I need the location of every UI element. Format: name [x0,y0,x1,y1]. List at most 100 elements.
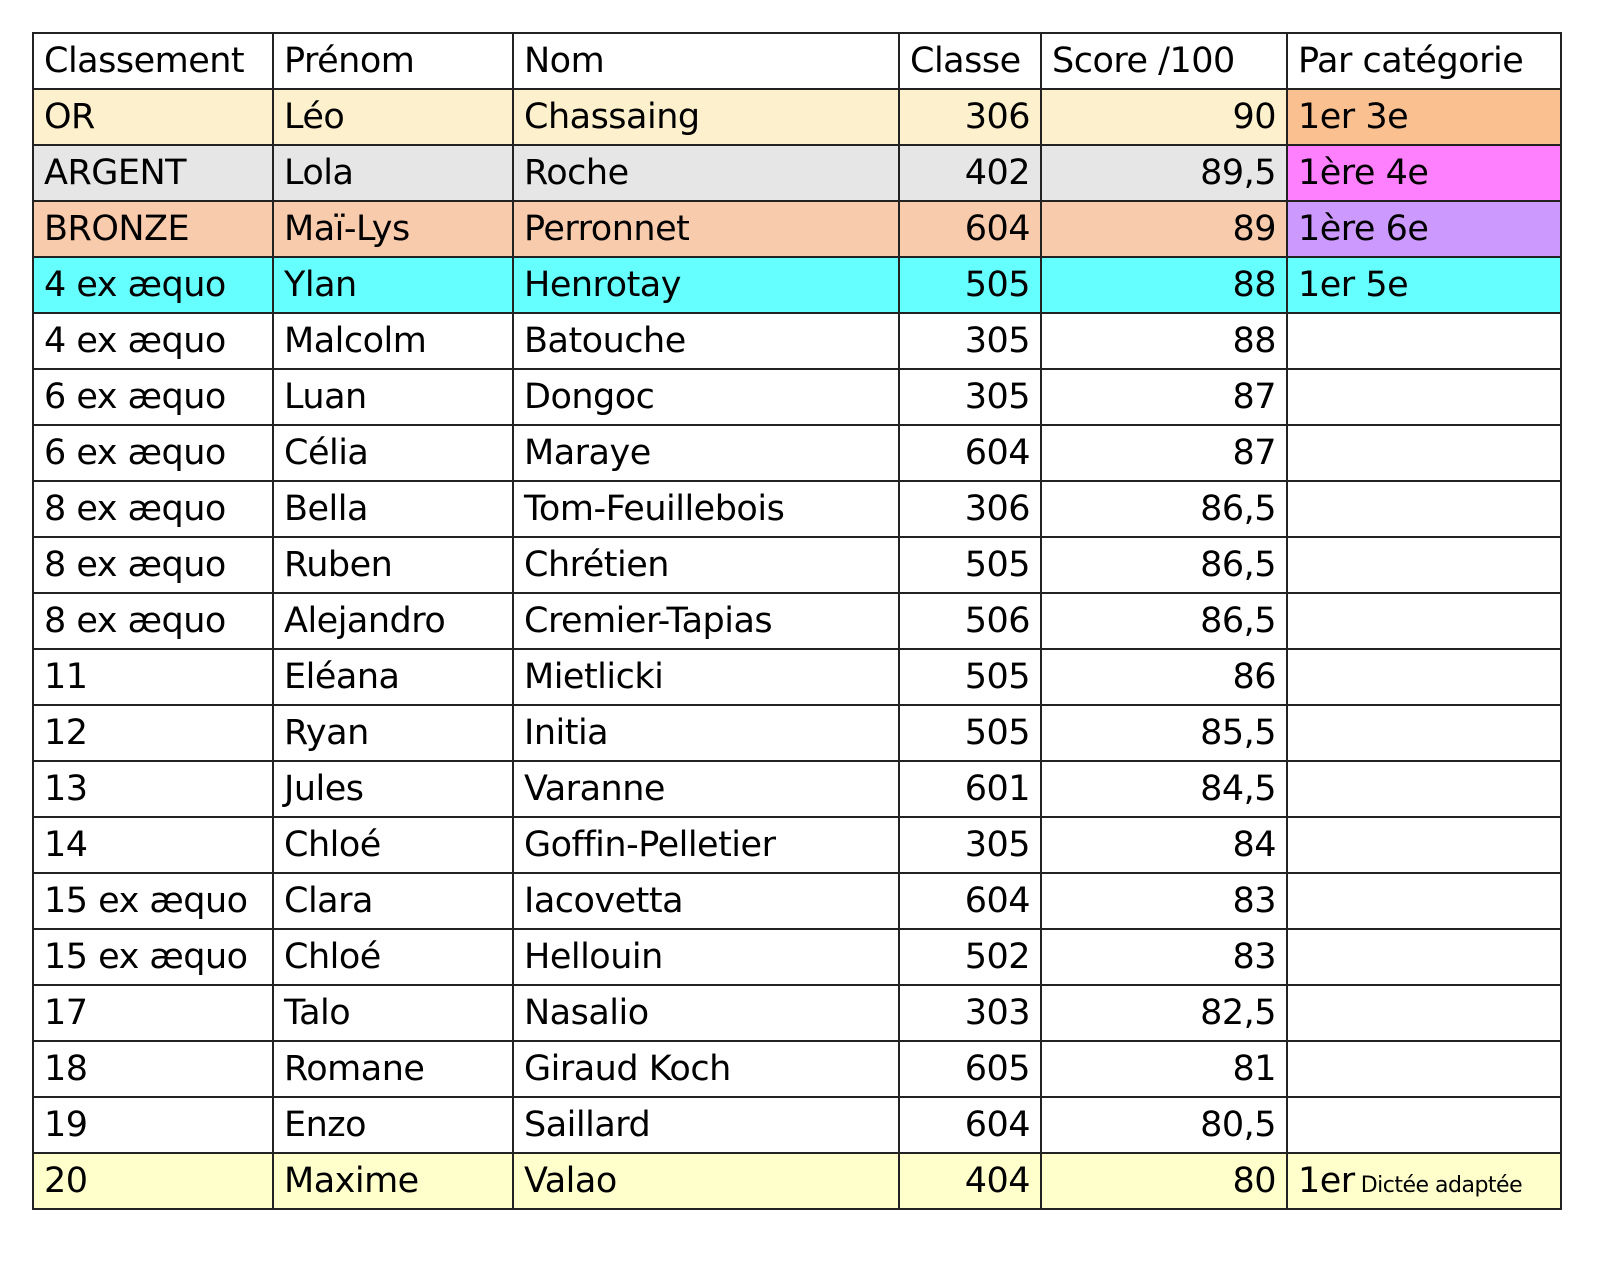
class-cell: 601 [898,760,1042,818]
last-name-cell: Saillard [512,1096,900,1154]
table-row: 19 Enzo Saillard 604 80,5 [32,1096,1562,1154]
table-row: BRONZE Maï-Lys Perronnet 604 89 1ère 6e [32,200,1562,258]
category-cell [1286,368,1562,426]
last-name-cell: Maraye [512,424,900,482]
category-label: 1ère 6e [1298,209,1429,249]
rank-cell: 6 ex æquo [32,368,274,426]
class-cell: 604 [898,872,1042,930]
class-cell: 505 [898,536,1042,594]
class-cell: 505 [898,704,1042,762]
rank-cell: 15 ex æquo [32,928,274,986]
class-cell: 402 [898,144,1042,202]
rank-cell: 14 [32,816,274,874]
score-cell: 84 [1040,816,1288,874]
rank-cell: 8 ex æquo [32,480,274,538]
first-name-cell: Maï-Lys [272,200,514,258]
category-label: 1er 5e [1298,265,1409,305]
last-name-cell: Hellouin [512,928,900,986]
category-cell [1286,536,1562,594]
class-cell: 305 [898,816,1042,874]
category-cell: 1ère 6e [1286,200,1562,258]
rank-cell: 20 [32,1152,274,1210]
table-row: 15 ex æquo Clara Iacovetta 604 83 [32,872,1562,930]
table-row: ARGENT Lola Roche 402 89,5 1ère 4e [32,144,1562,202]
category-cell [1286,760,1562,818]
table-row: 17 Talo Nasalio 303 82,5 [32,984,1562,1042]
last-name-cell: Chrétien [512,536,900,594]
rank-cell: 6 ex æquo [32,424,274,482]
class-cell: 306 [898,88,1042,146]
class-cell: 502 [898,928,1042,986]
table-row: 6 ex æquo Célia Maraye 604 87 [32,424,1562,482]
class-cell: 605 [898,1040,1042,1098]
header-row: Classement Prénom Nom Classe Score /100 … [32,32,1562,90]
last-name-cell: Dongoc [512,368,900,426]
category-cell [1286,1040,1562,1098]
class-cell: 303 [898,984,1042,1042]
category-cell [1286,592,1562,650]
rank-cell: 13 [32,760,274,818]
category-cell [1286,928,1562,986]
first-name-cell: Enzo [272,1096,514,1154]
category-cell [1286,704,1562,762]
last-name-cell: Giraud Koch [512,1040,900,1098]
table-row: 13 Jules Varanne 601 84,5 [32,760,1562,818]
table-row: 11 Eléana Mietlicki 505 86 [32,648,1562,706]
class-cell: 505 [898,256,1042,314]
table-row: OR Léo Chassaing 306 90 1er 3e [32,88,1562,146]
last-name-cell: Valao [512,1152,900,1210]
rank-cell: 4 ex æquo [32,256,274,314]
score-cell: 84,5 [1040,760,1288,818]
table-row: 8 ex æquo Ruben Chrétien 505 86,5 [32,536,1562,594]
table-row: 12 Ryan Initia 505 85,5 [32,704,1562,762]
last-name-cell: Chassaing [512,88,900,146]
rank-cell: 17 [32,984,274,1042]
class-cell: 305 [898,312,1042,370]
table-row: 20 Maxime Valao 404 80 1er Dictée adaptée [32,1152,1562,1210]
score-cell: 88 [1040,312,1288,370]
first-name-cell: Léo [272,88,514,146]
first-name-cell: Romane [272,1040,514,1098]
first-name-cell: Talo [272,984,514,1042]
rank-cell: BRONZE [32,200,274,258]
table-row: 8 ex æquo Alejandro Cremier-Tapias 506 86,5 [32,592,1562,650]
first-name-cell: Clara [272,872,514,930]
score-cell: 83 [1040,928,1288,986]
header-categorie: Par catégorie [1286,32,1562,90]
first-name-cell: Ryan [272,704,514,762]
last-name-cell: Cremier-Tapias [512,592,900,650]
header-classement: Classement [32,32,274,90]
first-name-cell: Eléana [272,648,514,706]
rank-cell: 4 ex æquo [32,312,274,370]
first-name-cell: Ylan [272,256,514,314]
class-cell: 604 [898,424,1042,482]
category-cell [1286,984,1562,1042]
header-score: Score /100 [1040,32,1288,90]
score-cell: 89,5 [1040,144,1288,202]
category-cell [1286,648,1562,706]
score-cell: 86 [1040,648,1288,706]
first-name-cell: Jules [272,760,514,818]
last-name-cell: Roche [512,144,900,202]
table-row: 14 Chloé Goffin-Pelletier 305 84 [32,816,1562,874]
header-classe: Classe [898,32,1042,90]
score-cell: 87 [1040,368,1288,426]
category-label: 1er 3e [1298,97,1409,137]
class-cell: 604 [898,200,1042,258]
header-nom: Nom [512,32,900,90]
rank-cell: 19 [32,1096,274,1154]
category-cell [1286,312,1562,370]
score-cell: 82,5 [1040,984,1288,1042]
last-name-cell: Varanne [512,760,900,818]
table-row: 15 ex æquo Chloé Hellouin 502 83 [32,928,1562,986]
last-name-cell: Initia [512,704,900,762]
ranking-table: Classement Prénom Nom Classe Score /100 … [32,32,1562,1210]
category-note: Dictée adaptée [1360,1173,1523,1198]
rank-cell: 15 ex æquo [32,872,274,930]
rank-cell: ARGENT [32,144,274,202]
score-cell: 83 [1040,872,1288,930]
score-cell: 90 [1040,88,1288,146]
category-cell: 1er Dictée adaptée [1286,1152,1562,1210]
first-name-cell: Alejandro [272,592,514,650]
last-name-cell: Nasalio [512,984,900,1042]
